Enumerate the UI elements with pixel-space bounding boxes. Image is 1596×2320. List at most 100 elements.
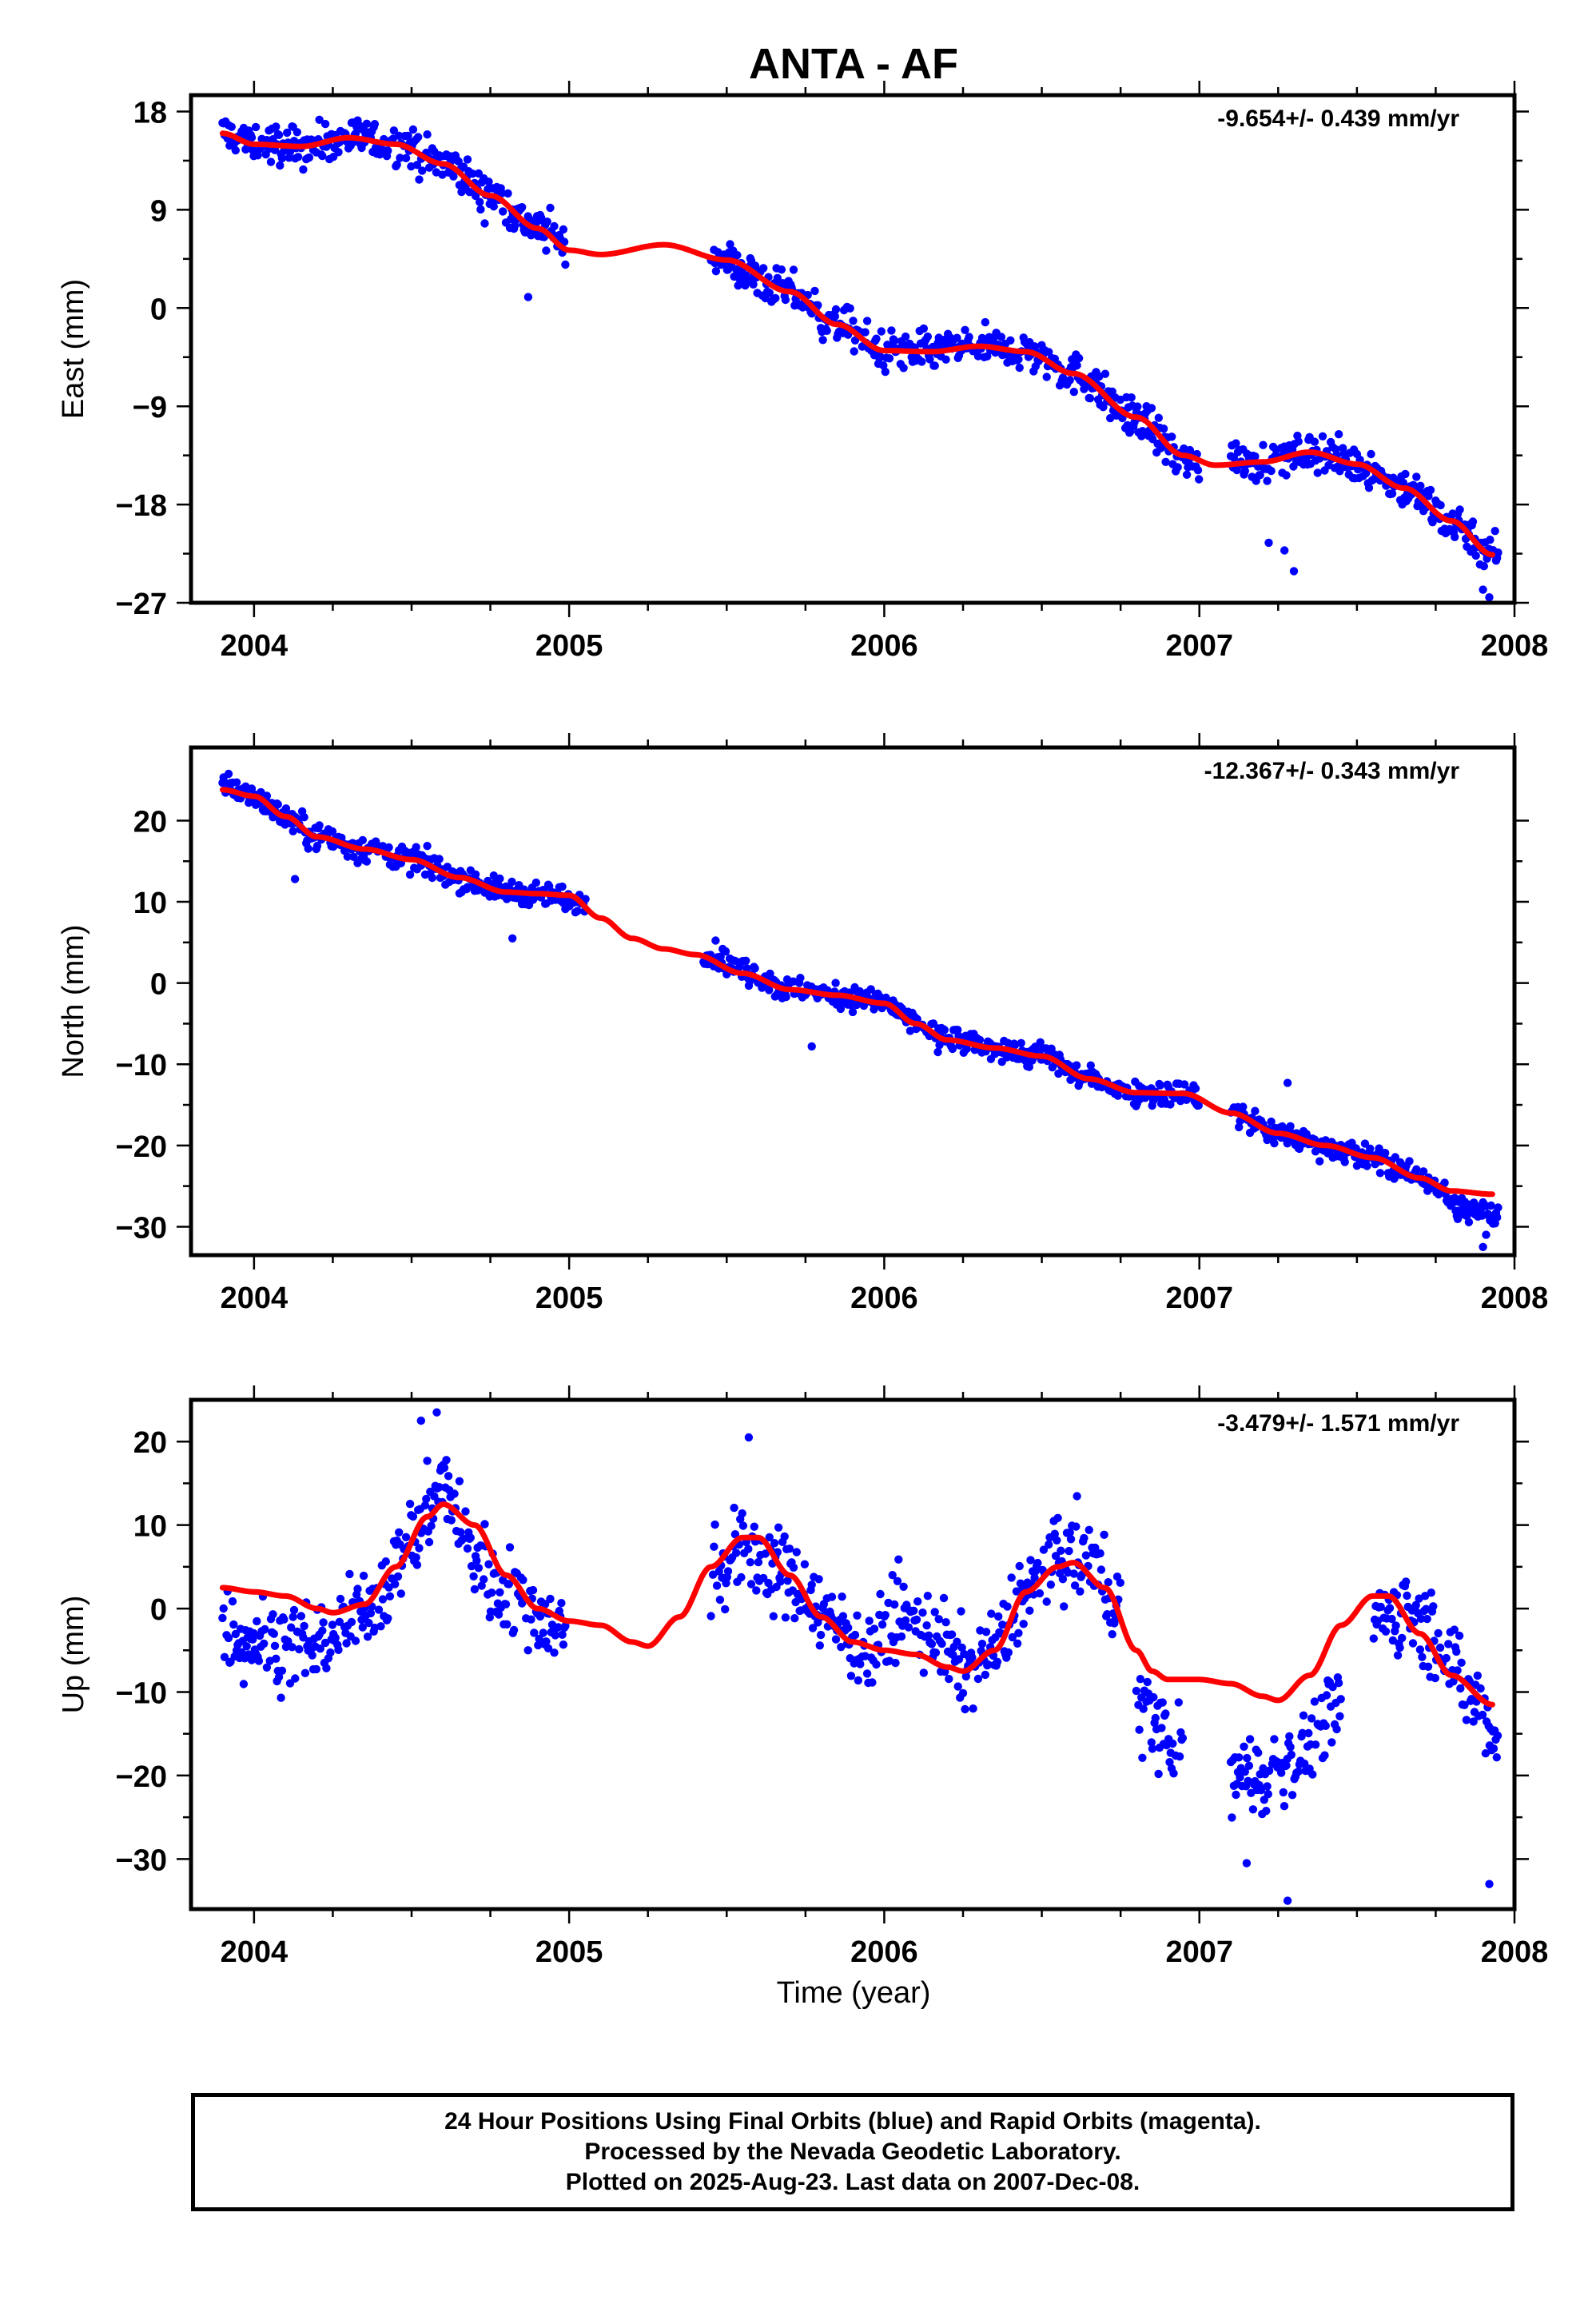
data-point xyxy=(391,1580,400,1589)
data-point xyxy=(1178,1733,1188,1743)
data-point xyxy=(480,1575,488,1584)
data-point xyxy=(459,1534,468,1543)
up-panel: 20 10 0 −10 −20 −30 2004 2005 2006 2007 2008 Up (mm… xyxy=(57,1385,1548,1969)
data-point xyxy=(231,1629,240,1639)
data-point xyxy=(463,1544,472,1553)
data-point xyxy=(710,1520,719,1529)
data-point xyxy=(280,1615,289,1624)
data-point xyxy=(710,1542,718,1551)
data-point xyxy=(749,280,758,289)
outlier-point xyxy=(1485,593,1494,602)
data-point xyxy=(295,1644,304,1654)
data-point xyxy=(941,355,950,364)
data-point xyxy=(1138,427,1147,436)
data-point xyxy=(816,1630,826,1640)
data-point xyxy=(1264,1766,1274,1776)
data-point xyxy=(790,1614,799,1623)
data-point xyxy=(551,1631,559,1640)
data-point xyxy=(1421,1592,1430,1600)
data-point xyxy=(1239,1102,1248,1111)
data-point xyxy=(1251,452,1260,461)
data-point xyxy=(1387,1614,1396,1624)
data-point xyxy=(393,1572,403,1581)
data-point xyxy=(1240,1742,1248,1751)
data-point xyxy=(937,1639,946,1648)
data-point xyxy=(456,1528,465,1537)
data-point xyxy=(721,947,730,956)
outlier-point xyxy=(1283,1078,1292,1087)
data-point xyxy=(1455,1631,1464,1640)
data-point xyxy=(1285,1732,1294,1741)
data-point xyxy=(849,317,858,325)
data-point xyxy=(1450,1625,1459,1634)
data-point xyxy=(1267,1117,1276,1126)
data-point xyxy=(981,317,990,327)
data-point xyxy=(362,857,372,866)
data-point xyxy=(1072,1522,1081,1531)
data-point xyxy=(227,122,236,131)
data-point xyxy=(934,1615,943,1624)
data-point xyxy=(765,986,774,995)
data-point xyxy=(1429,1602,1438,1611)
y-tick-label: −9 xyxy=(133,391,167,425)
data-point xyxy=(363,1632,372,1641)
data-point xyxy=(288,1643,297,1652)
data-point xyxy=(1004,1648,1013,1657)
data-point xyxy=(1035,1589,1045,1598)
data-point xyxy=(1415,1645,1425,1654)
data-point xyxy=(815,1641,824,1650)
data-point xyxy=(1039,1545,1049,1554)
data-point xyxy=(712,1581,722,1590)
data-point xyxy=(742,956,750,966)
data-point xyxy=(1156,1081,1165,1090)
data-point xyxy=(1375,1169,1385,1178)
y-tick-label: 0 xyxy=(150,968,167,1002)
outlier-point xyxy=(1479,1242,1487,1252)
data-point xyxy=(1436,500,1445,510)
data-point xyxy=(1096,1549,1104,1558)
data-point xyxy=(987,1609,996,1618)
data-point xyxy=(542,1637,551,1646)
data-point xyxy=(408,1512,418,1521)
data-point xyxy=(1310,437,1319,446)
x-tick-label: 2006 xyxy=(850,1935,918,1969)
data-point xyxy=(737,1573,746,1582)
data-point xyxy=(1416,481,1425,490)
data-point xyxy=(733,251,742,260)
data-point xyxy=(272,1654,281,1663)
data-point xyxy=(1318,432,1327,440)
data-point xyxy=(918,1608,927,1617)
data-point xyxy=(1182,470,1192,479)
data-point xyxy=(1385,1604,1395,1612)
data-point xyxy=(293,128,301,137)
data-point xyxy=(1100,369,1110,378)
data-point xyxy=(334,1645,343,1654)
data-point xyxy=(1381,1149,1390,1158)
data-point xyxy=(496,1588,504,1597)
data-point xyxy=(1080,1533,1089,1543)
data-point xyxy=(428,873,437,883)
data-point xyxy=(412,1561,422,1569)
data-point xyxy=(287,1623,296,1632)
x-tick-label: 2008 xyxy=(1481,1282,1549,1315)
data-point xyxy=(861,328,870,337)
data-point xyxy=(885,354,894,363)
y-tick-label: 0 xyxy=(150,293,167,326)
data-point xyxy=(289,827,297,836)
data-point xyxy=(501,1600,511,1608)
data-point xyxy=(1456,1684,1465,1693)
data-point xyxy=(1103,1610,1112,1619)
data-point xyxy=(1228,1813,1236,1822)
data-point xyxy=(499,207,507,216)
data-point xyxy=(969,1704,977,1713)
data-point xyxy=(447,1516,456,1525)
data-point xyxy=(463,155,472,164)
data-point xyxy=(879,361,888,370)
footer-line-2: Processed by the Nevada Geodetic Laborat… xyxy=(584,2139,1121,2165)
data-point xyxy=(308,1651,316,1660)
plot-frame xyxy=(189,1397,1517,1911)
data-point xyxy=(1362,468,1371,478)
x-tick-label: 2006 xyxy=(850,1282,918,1315)
data-point xyxy=(1328,1683,1337,1692)
plot-frame xyxy=(189,93,1517,605)
